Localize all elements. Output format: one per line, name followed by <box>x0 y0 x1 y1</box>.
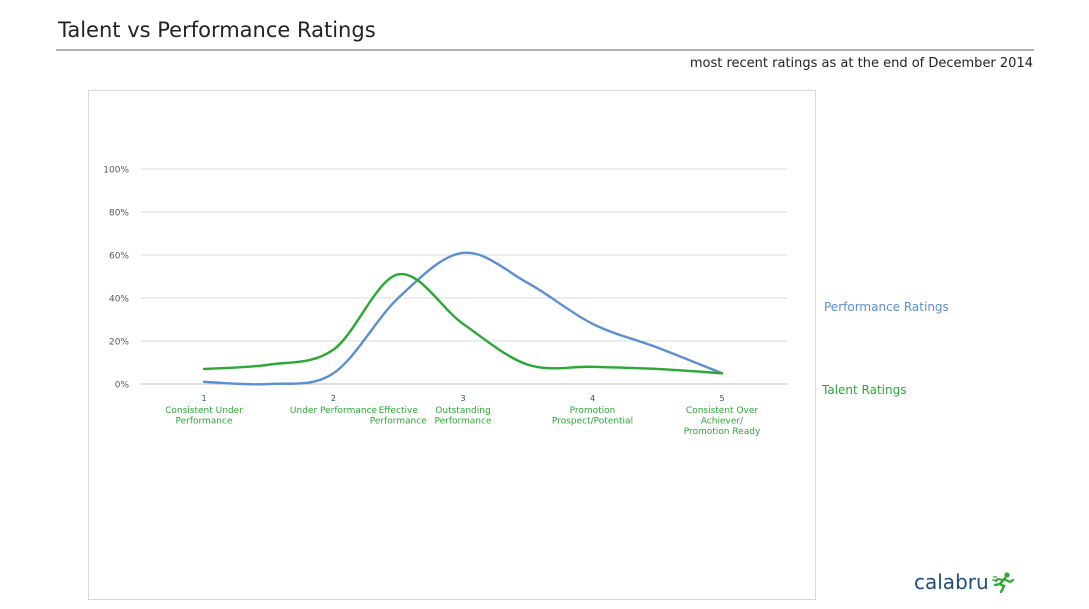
x-category-label: Effective Performance <box>370 406 427 427</box>
x-tick-number: 1 <box>201 394 206 403</box>
y-tick-label: 80% <box>109 209 129 219</box>
chart-frame <box>88 90 816 600</box>
x-category-label: Outstanding Performance <box>434 406 491 427</box>
legend-talent-ratings: Talent Ratings <box>822 383 907 397</box>
y-tick-label: 40% <box>109 295 129 305</box>
talent-ratings-line <box>202 273 724 375</box>
x-tick-number: 5 <box>719 394 724 403</box>
x-tick-number: 3 <box>460 394 465 403</box>
x-category-label: Consistent Under Performance <box>165 406 243 427</box>
calabru-logo: calabru <box>914 570 1015 594</box>
x-category-label: Under Performance <box>290 406 378 416</box>
page-subtitle: most recent ratings as at the end of Dec… <box>689 56 1033 71</box>
x-tick-number: 2 <box>331 394 336 403</box>
y-tick-label: 60% <box>109 252 129 262</box>
title-divider <box>56 49 1034 51</box>
performance-ratings-line <box>202 251 724 386</box>
legend-performance-ratings: Performance Ratings <box>824 300 949 314</box>
y-tick-label: 20% <box>109 338 129 348</box>
logo-text: calabru <box>914 570 989 594</box>
x-category-label: Promotion Prospect/Potential <box>552 406 633 427</box>
x-category-label: Consistent Over Achiever/Promotion Ready <box>684 406 761 437</box>
runner-icon <box>991 572 1014 593</box>
y-tick-label: 0% <box>115 381 130 391</box>
page-title: Talent vs Performance Ratings <box>58 18 376 42</box>
y-tick-label: 100% <box>103 166 129 176</box>
x-tick-number: 4 <box>590 394 595 403</box>
